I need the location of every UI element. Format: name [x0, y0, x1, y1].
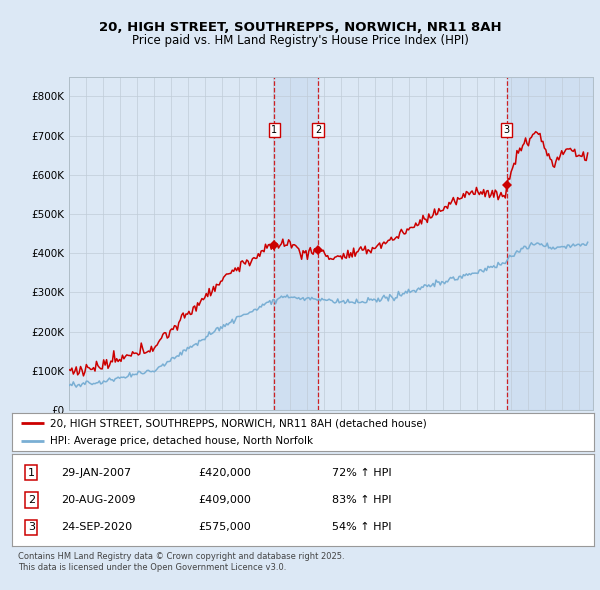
Bar	[274, 77, 318, 410]
Text: Contains HM Land Registry data © Crown copyright and database right 2025.
This d: Contains HM Land Registry data © Crown c…	[18, 552, 344, 572]
Text: 1: 1	[271, 125, 278, 135]
Text: HPI: Average price, detached house, North Norfolk: HPI: Average price, detached house, Nort…	[50, 436, 313, 446]
Bar	[506, 77, 593, 410]
Text: 24-SEP-2020: 24-SEP-2020	[61, 523, 133, 532]
Text: 20, HIGH STREET, SOUTHREPPS, NORWICH, NR11 8AH: 20, HIGH STREET, SOUTHREPPS, NORWICH, NR…	[98, 21, 502, 34]
Text: £420,000: £420,000	[198, 468, 251, 477]
Text: 3: 3	[503, 125, 509, 135]
Text: 20-AUG-2009: 20-AUG-2009	[61, 495, 136, 505]
Text: 20, HIGH STREET, SOUTHREPPS, NORWICH, NR11 8AH (detached house): 20, HIGH STREET, SOUTHREPPS, NORWICH, NR…	[50, 418, 427, 428]
Text: 3: 3	[28, 523, 35, 532]
Text: 72% ↑ HPI: 72% ↑ HPI	[332, 468, 392, 477]
Text: 2: 2	[315, 125, 321, 135]
Text: 54% ↑ HPI: 54% ↑ HPI	[332, 523, 392, 532]
Text: 2: 2	[28, 495, 35, 505]
Text: 29-JAN-2007: 29-JAN-2007	[61, 468, 131, 477]
Text: £575,000: £575,000	[198, 523, 251, 532]
Text: £409,000: £409,000	[198, 495, 251, 505]
Text: Price paid vs. HM Land Registry's House Price Index (HPI): Price paid vs. HM Land Registry's House …	[131, 34, 469, 47]
Text: 83% ↑ HPI: 83% ↑ HPI	[332, 495, 392, 505]
Text: 1: 1	[28, 468, 35, 477]
